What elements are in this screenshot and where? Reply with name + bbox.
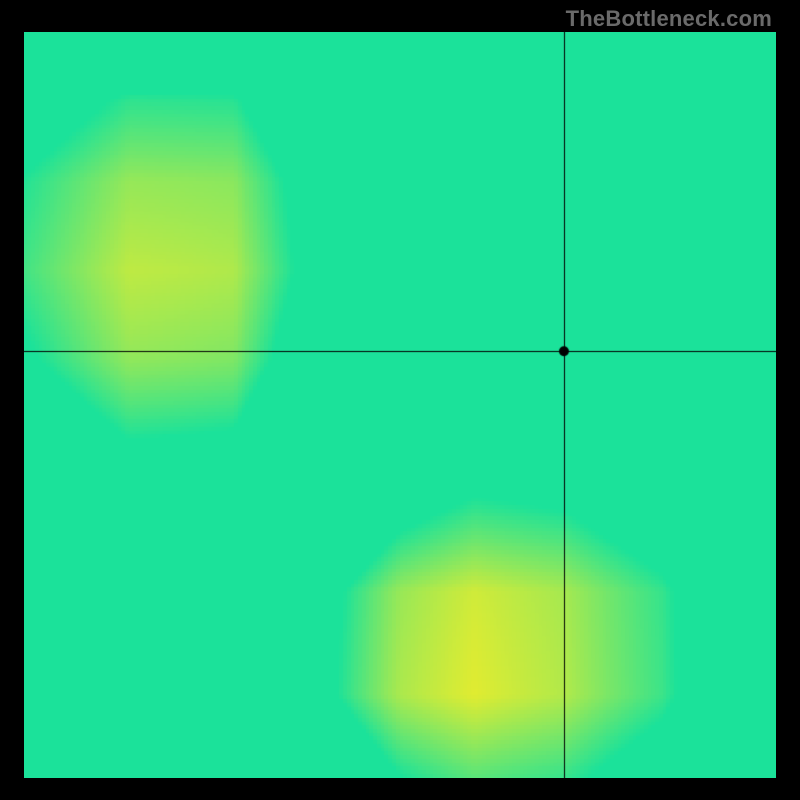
- watermark-text: TheBottleneck.com: [566, 6, 772, 32]
- heatmap-canvas: [24, 32, 776, 778]
- root: TheBottleneck.com: [0, 0, 800, 800]
